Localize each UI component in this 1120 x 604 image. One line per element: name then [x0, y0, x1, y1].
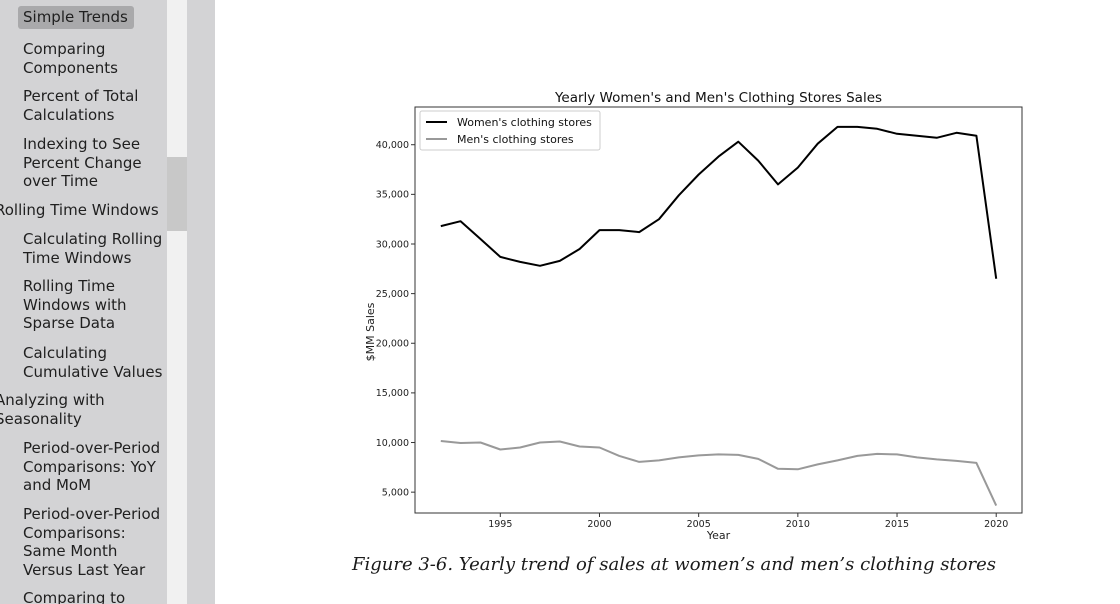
y-tick-label: 40,000 [376, 140, 409, 151]
x-tick-label: 2015 [885, 519, 909, 530]
toc-item[interactable]: Simple Trends [18, 6, 134, 29]
x-tick-label: 2010 [786, 519, 810, 530]
sidebar-scroll-thumb[interactable] [167, 157, 187, 231]
x-tick-label: 2005 [687, 519, 711, 530]
plot-frame [414, 106, 1023, 514]
toc-item[interactable]: Comparing Components [23, 40, 118, 77]
x-tick-label: 2020 [984, 519, 1008, 530]
toc-item[interactable]: Rolling Time Windows [0, 201, 159, 219]
toc-item[interactable]: Period-over-Period Comparisons: YoY and Mo… [23, 439, 161, 495]
toc-item[interactable]: Indexing to See Percent Change over Time [23, 135, 142, 191]
toc-item[interactable]: Analyzing with Seasonality [0, 391, 105, 428]
y-tick-label: 10,000 [376, 438, 409, 449]
y-tick-label: 20,000 [376, 339, 409, 350]
x-tick-label: 1995 [488, 519, 512, 530]
toc-item[interactable]: Rolling Time Windows with Sparse Data [23, 277, 127, 333]
x-axis-label: Year [706, 529, 731, 542]
figure-caption: Figure 3-6. Yearly trend of sales at wom… [352, 554, 996, 575]
y-tick-label: 30,000 [376, 239, 409, 250]
chart-title: Yearly Women's and Men's Clothing Stores… [554, 90, 882, 106]
line-chart: Yearly Women's and Men's Clothing Stores… [364, 90, 1023, 542]
toc-item[interactable]: Period-over-Period Comparisons: Same Month… [23, 505, 161, 580]
series-line-womens [440, 125, 998, 279]
y-tick-label: 5,000 [382, 487, 409, 498]
sidebar-divider [187, 0, 215, 604]
legend-box [419, 110, 601, 151]
y-axis-label: $MM Sales [364, 302, 377, 361]
toc-item[interactable]: Percent of Total Calculations [23, 87, 139, 124]
x-tick-label: 2000 [587, 519, 611, 530]
series-line-mens [440, 440, 998, 507]
toc-item[interactable]: Calculating Cumulative Values [23, 344, 163, 381]
y-tick-label: 25,000 [376, 289, 409, 300]
y-tick-label: 35,000 [376, 190, 409, 201]
legend-entry: Men's clothing stores [457, 133, 574, 146]
toc-sidebar: Simple Trends Comparing Components Percent … [0, 0, 167, 604]
y-tick-label: 15,000 [376, 388, 409, 399]
toc-item[interactable]: Calculating Rolling Time Windows [23, 230, 163, 267]
sidebar-scroll-track[interactable] [167, 0, 187, 604]
toc-item[interactable]: Comparing to [23, 589, 126, 604]
legend-entry: Women's clothing stores [457, 116, 592, 129]
